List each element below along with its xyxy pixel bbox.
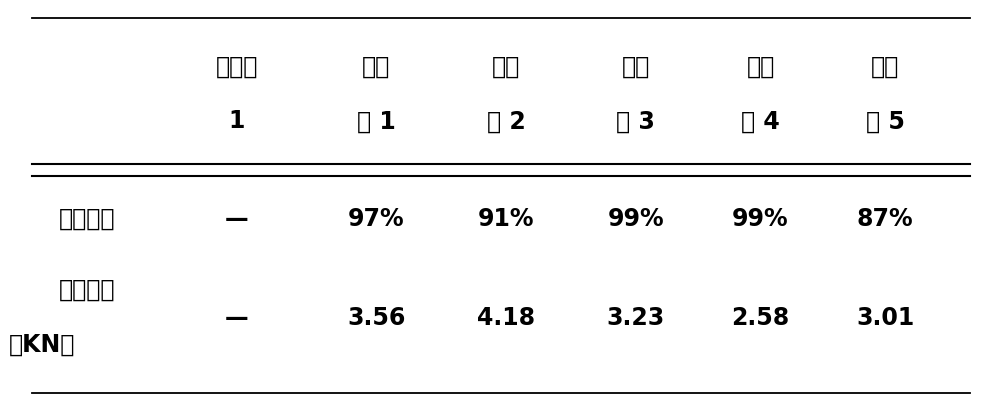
Text: 落下强度: 落下强度 — [59, 207, 115, 231]
Text: 99%: 99% — [732, 207, 789, 231]
Text: 例 3: 例 3 — [616, 109, 655, 134]
Text: 实施: 实施 — [746, 55, 775, 79]
Text: 97%: 97% — [348, 207, 405, 231]
Text: 99%: 99% — [607, 207, 664, 231]
Text: 实施: 实施 — [362, 55, 390, 79]
Text: 1: 1 — [228, 109, 245, 134]
Text: （KN）: （KN） — [9, 332, 75, 356]
Text: 3.23: 3.23 — [607, 306, 665, 330]
Text: 91%: 91% — [478, 207, 534, 231]
Text: 例 5: 例 5 — [866, 109, 905, 134]
Text: 例 1: 例 1 — [357, 109, 396, 134]
Text: 例 2: 例 2 — [487, 109, 525, 134]
Text: 抗压强度: 抗压强度 — [59, 277, 115, 302]
Text: 实施: 实施 — [622, 55, 650, 79]
Text: 2.58: 2.58 — [731, 306, 790, 330]
Text: 87%: 87% — [857, 207, 914, 231]
Text: 3.56: 3.56 — [347, 306, 406, 330]
Text: 实施: 实施 — [871, 55, 899, 79]
Text: 实施: 实施 — [492, 55, 520, 79]
Text: —: — — [225, 306, 248, 330]
Text: 例 4: 例 4 — [741, 109, 780, 134]
Text: 3.01: 3.01 — [856, 306, 914, 330]
Text: 对比例: 对比例 — [215, 55, 258, 79]
Text: 4.18: 4.18 — [477, 306, 535, 330]
Text: —: — — [225, 207, 248, 231]
